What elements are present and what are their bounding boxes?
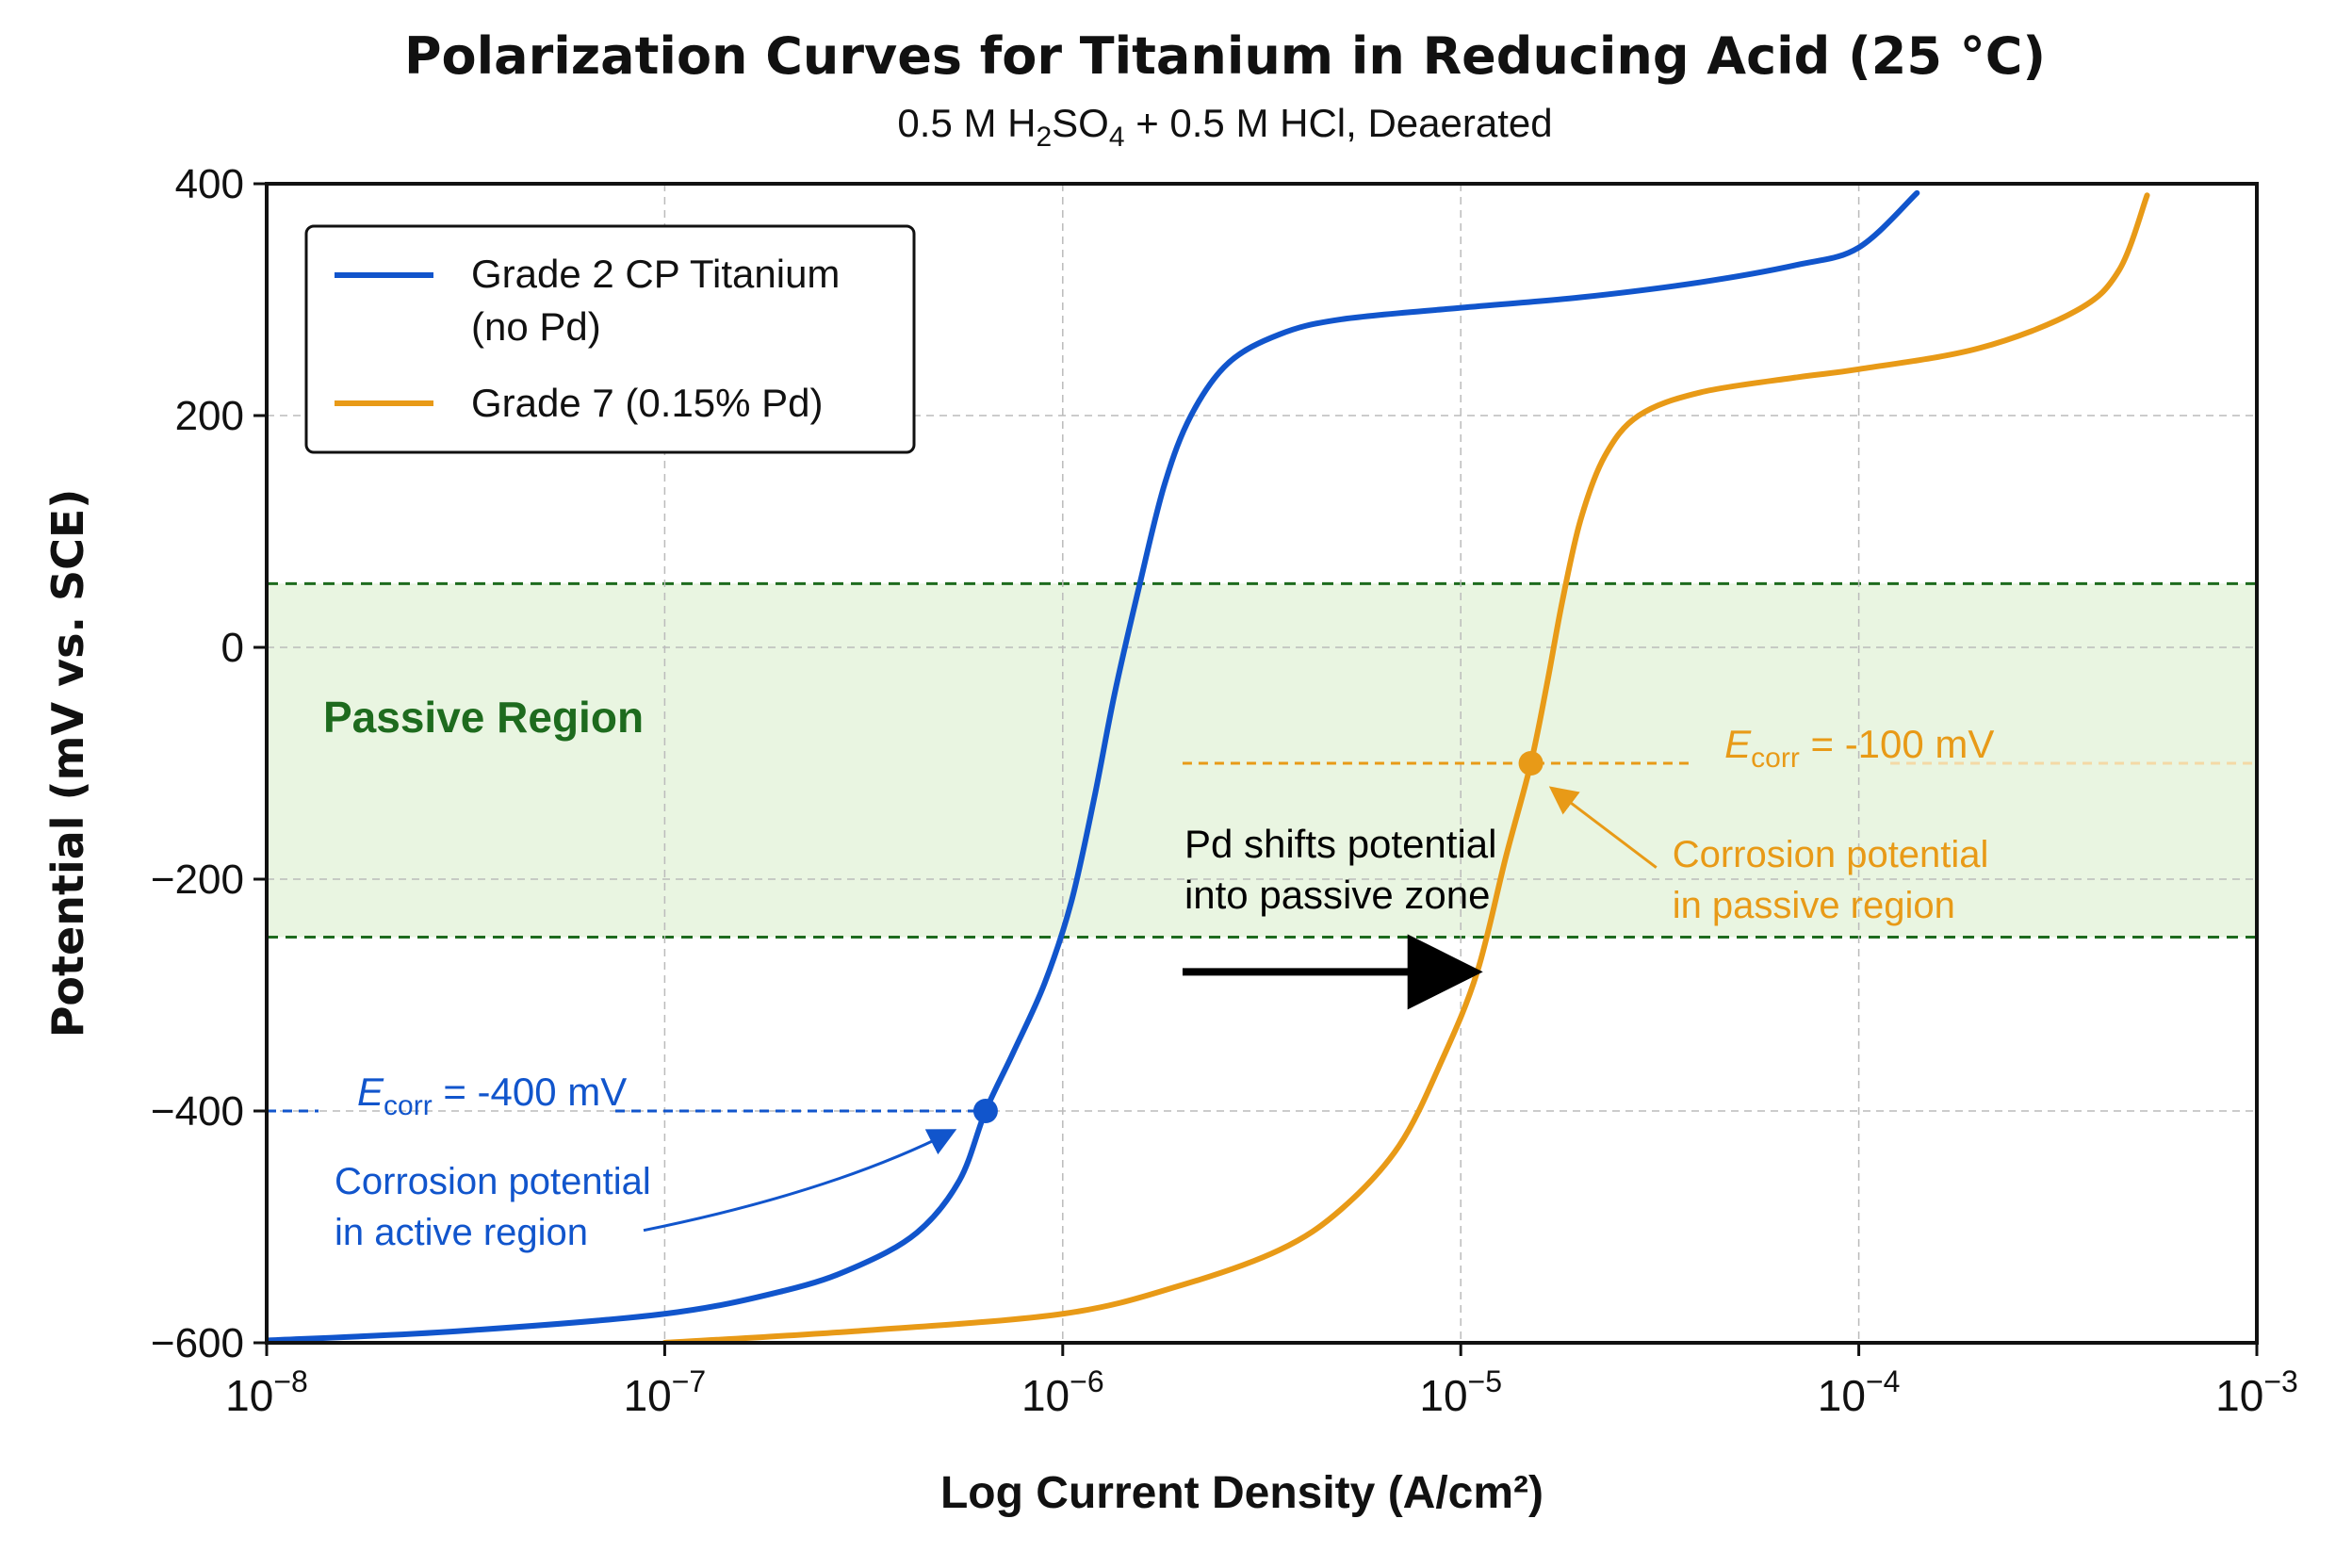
ecorr-grade7-label: Ecorr = -100 mV: [1724, 722, 1994, 774]
series-curves: [267, 189, 2150, 1343]
y-tick-label: −200: [151, 857, 244, 903]
ecorr-grade2-arrow: [643, 1129, 957, 1233]
y-tick-label: 0: [221, 625, 244, 671]
ecorr-grade7-arrow: [1548, 786, 1658, 869]
chart-title: Polarization Curves for Titanium in Redu…: [404, 26, 2046, 86]
ecorr-grade7-marker: [1518, 751, 1544, 776]
y-tick-label: −600: [151, 1320, 244, 1366]
legend-box: [304, 224, 916, 454]
axis-ticks: 10−8 10−7 10−6 10−5 10−4 10−3 400 200 0 −200 −400 −…: [151, 161, 2298, 1420]
chart-subtitle: 0.5 M H2SO4 + 0.5 M HCl, Deaerated: [897, 101, 1552, 153]
x-tick-label: 10−3: [2215, 1364, 2298, 1420]
legend-label-grade2: Grade 2 CP Titanium (no Pd): [471, 252, 851, 349]
shift-annotation-text: Pd shifts potential into passive zone: [1184, 822, 1497, 917]
annotations: Ecorr = -400 mV Corrosion potential in act…: [335, 722, 1994, 1253]
y-tick-label: 400: [175, 161, 244, 207]
series-line-grade2: [267, 189, 1920, 1343]
legend: Grade 2 CP Titanium (no Pd) Grade 7 (0.1…: [304, 224, 916, 454]
legend-label-grade2-line1: Grade 2 CP Titanium: [471, 252, 840, 296]
x-tick-label: 10−6: [1021, 1364, 1104, 1420]
x-axis-label: Log Current Density (A/cm²): [940, 1468, 1544, 1518]
ecorr-grade2-note: Corrosion potential in active region: [335, 1161, 651, 1253]
ecorr-grade7-note: Corrosion potential in passive region: [1673, 834, 1989, 926]
passive-region-label: Passive Region: [323, 693, 644, 742]
corrosion-reference-lines: [267, 761, 2257, 1113]
y-axis-label: Potential (mV vs. SCE): [42, 489, 93, 1038]
plot-frame: [265, 182, 2259, 1345]
series-line-grade7: [662, 192, 2150, 1343]
y-tick-label: 200: [175, 393, 244, 439]
x-tick-label: 10−4: [1818, 1364, 1901, 1420]
ecorr-grade2-label: Ecorr = -400 mV: [357, 1070, 627, 1121]
x-tick-label: 10−5: [1419, 1364, 1502, 1420]
x-tick-label: 10−8: [225, 1364, 308, 1420]
y-tick-label: −400: [151, 1088, 244, 1135]
legend-label-grade7: Grade 7 (0.15% Pd): [471, 381, 824, 425]
legend-label-grade2-line2: (no Pd): [471, 304, 601, 349]
passive-region-band: [267, 583, 2257, 938]
ecorr-grade2-marker: [972, 1099, 998, 1123]
x-tick-label: 10−7: [624, 1364, 707, 1420]
